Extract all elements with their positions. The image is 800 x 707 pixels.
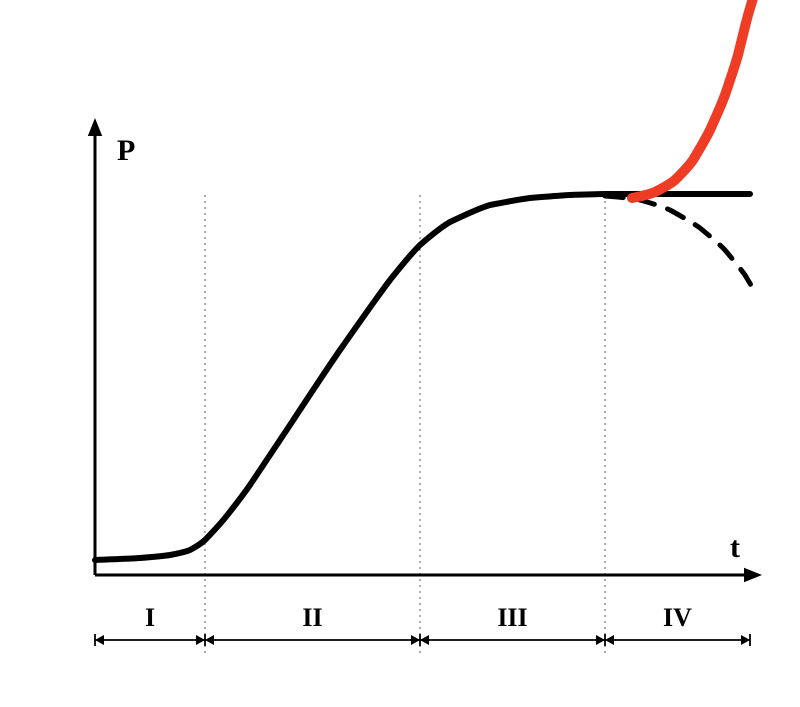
chart-container: IIIIIIIVPt	[0, 0, 800, 707]
region-label: III	[497, 603, 527, 632]
region-label: I	[145, 603, 155, 632]
chart-bg	[0, 0, 800, 707]
x-axis-label: t	[730, 531, 740, 564]
y-axis-label: P	[117, 134, 135, 167]
chart-svg: IIIIIIIVPt	[0, 0, 800, 707]
region-label: IV	[663, 603, 692, 632]
region-label: II	[302, 603, 322, 632]
